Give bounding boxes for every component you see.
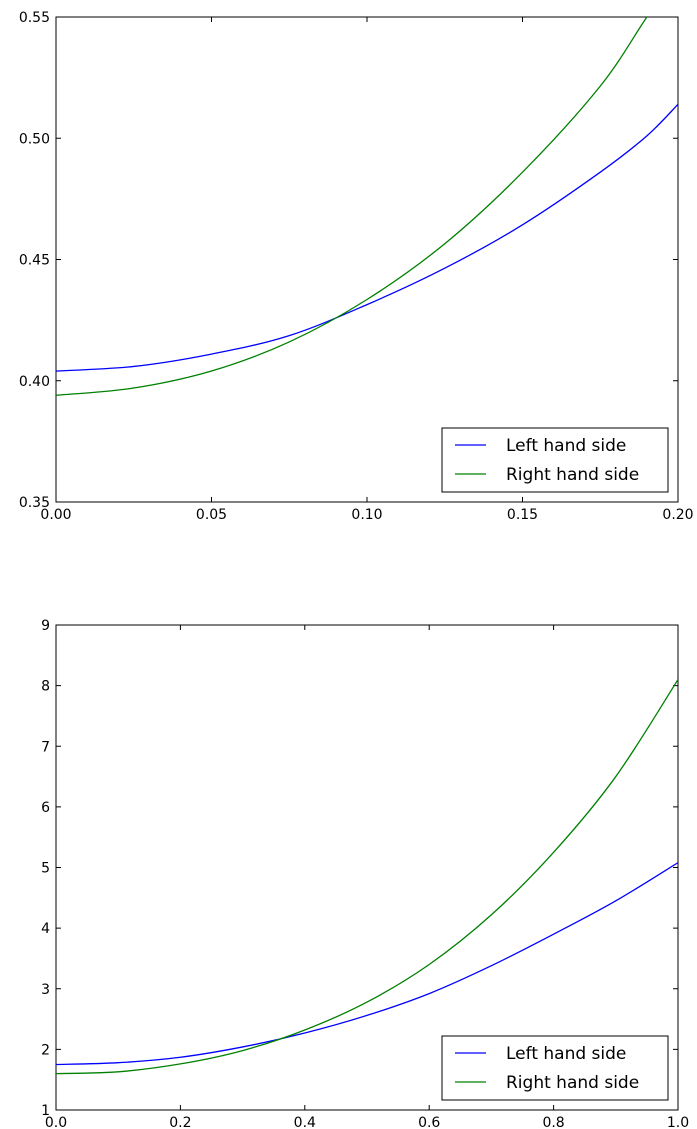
- top-chart-series: [56, 17, 678, 396]
- x-tick-label: 0.0: [45, 1115, 67, 1129]
- y-tick-label: 4: [41, 921, 50, 937]
- y-tick-label: 8: [41, 679, 50, 695]
- series-line-right-hand-side: [56, 17, 648, 396]
- bottom-chart: 0.0 0.2 0.4 0.6 0.8 1.0 1 2 3 4 5 6 7 8 9 Left hand si…: [41, 618, 689, 1129]
- x-tick-label: 0.2: [169, 1115, 191, 1129]
- top-chart-legend: Left hand side Right hand side: [441, 427, 669, 493]
- y-tick-label: 6: [41, 800, 50, 816]
- x-tick-label: 0.15: [507, 507, 538, 523]
- x-tick-label: 0.00: [40, 507, 71, 523]
- legend-label-left-hand-side: Left hand side: [506, 436, 626, 456]
- bottom-chart-legend: Left hand side Right hand side: [441, 1035, 669, 1101]
- y-tick-label: 2: [41, 1042, 50, 1058]
- x-tick-label: 0.4: [294, 1115, 316, 1129]
- legend-label-right-hand-side: Right hand side: [506, 465, 639, 485]
- legend-box: [441, 427, 669, 493]
- series-line-left-hand-side: [56, 862, 678, 1066]
- y-tick-label: 3: [41, 982, 50, 998]
- legend-label-left-hand-side: Left hand side: [506, 1044, 626, 1064]
- bottom-chart-ticks: 0.0 0.2 0.4 0.6 0.8 1.0 1 2 3 4 5 6 7 8 9: [41, 618, 689, 1129]
- y-tick-label: 0.45: [19, 253, 50, 269]
- y-tick-label: 5: [41, 861, 50, 877]
- legend-label-right-hand-side: Right hand side: [506, 1073, 639, 1093]
- y-tick-label: 0.40: [19, 374, 50, 390]
- x-tick-label: 0.10: [351, 507, 382, 523]
- top-chart-ticks: 0.00 0.05 0.10 0.15 0.20 0.35 0.40 0.45 0.50 0.55: [19, 10, 694, 523]
- x-tick-label: 1.0: [667, 1115, 689, 1129]
- series-line-left-hand-side: [56, 103, 678, 372]
- y-tick-label: 0.50: [19, 131, 50, 147]
- y-tick-label: 1: [41, 1103, 50, 1119]
- bottom-chart-series: [56, 679, 678, 1075]
- x-tick-label: 0.20: [662, 507, 693, 523]
- y-tick-label: 9: [41, 618, 50, 634]
- x-tick-label: 0.05: [196, 507, 227, 523]
- y-tick-label: 7: [41, 739, 50, 755]
- x-tick-label: 0.6: [418, 1115, 440, 1129]
- x-tick-label: 0.8: [542, 1115, 564, 1129]
- y-tick-label: 0.55: [19, 10, 50, 26]
- series-line-right-hand-side: [56, 679, 678, 1075]
- top-chart: 0.00 0.05 0.10 0.15 0.20 0.35 0.40 0.45 0.50 0.55…: [19, 10, 694, 523]
- legend-box: [441, 1035, 669, 1101]
- y-tick-label: 0.35: [19, 495, 50, 511]
